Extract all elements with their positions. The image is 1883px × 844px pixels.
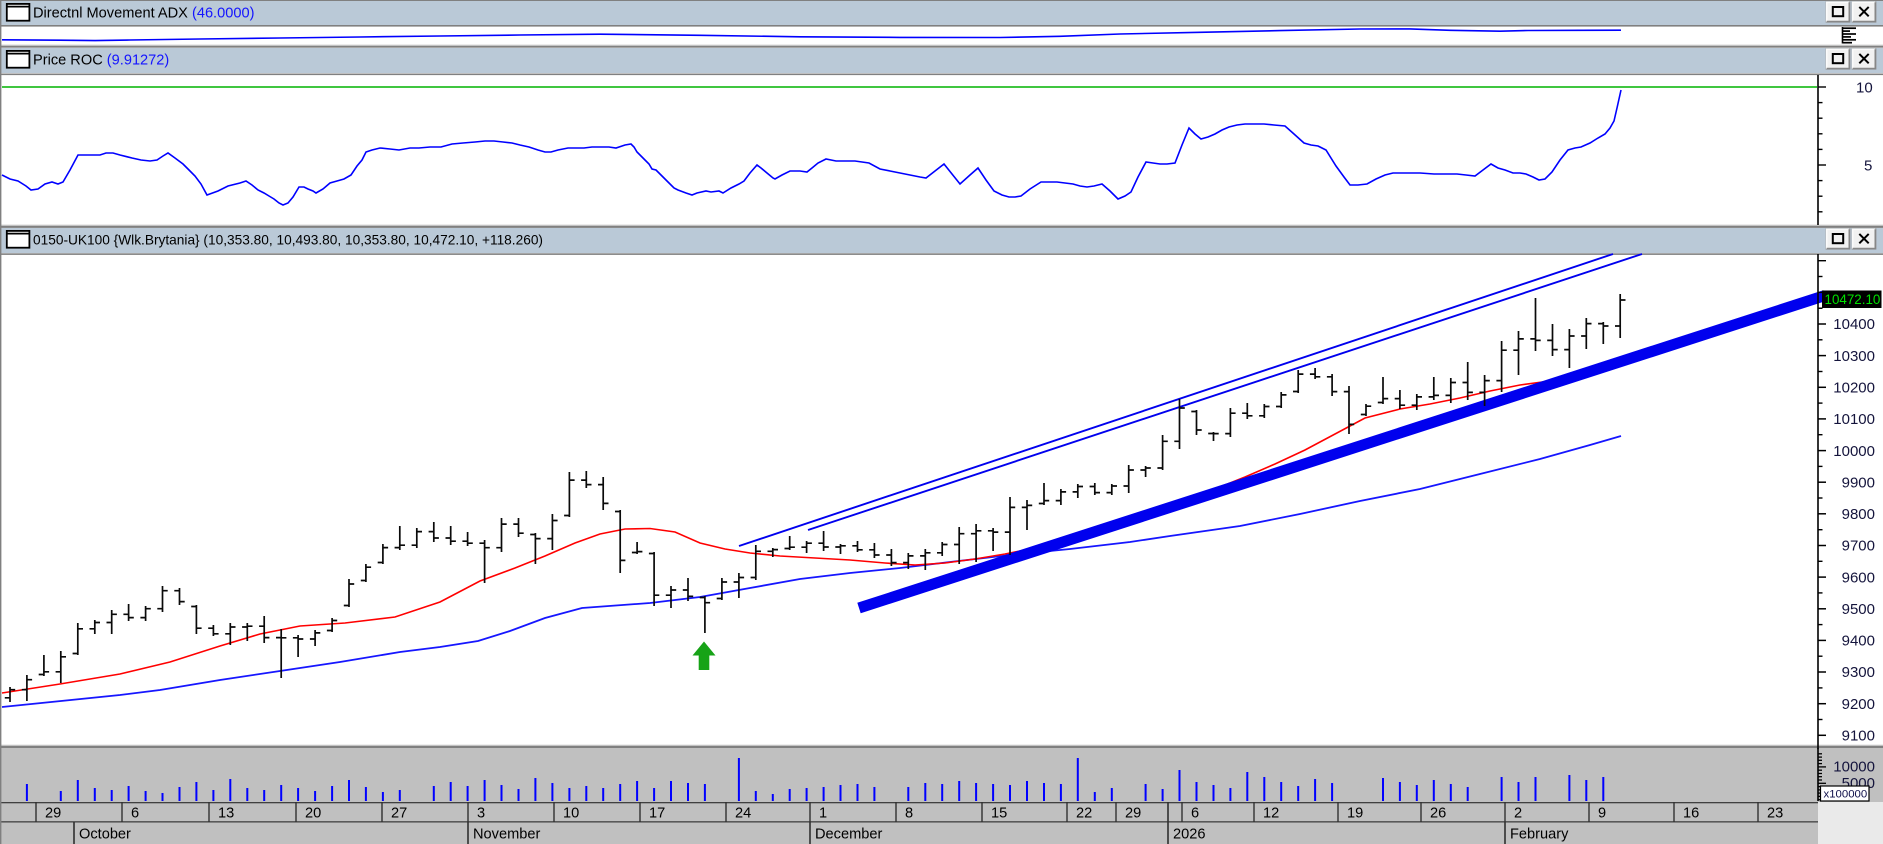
svg-text:8: 8 <box>905 806 913 822</box>
svg-text:0150-UK100 {Wlk.Brytania} (10,: 0150-UK100 {Wlk.Brytania} (10,353.80, 10… <box>33 233 543 248</box>
svg-text:9200: 9200 <box>1842 696 1875 713</box>
svg-text:9700: 9700 <box>1842 538 1875 555</box>
svg-text:10400: 10400 <box>1833 316 1875 333</box>
svg-text:22: 22 <box>1076 806 1092 822</box>
svg-text:5: 5 <box>1864 158 1872 175</box>
svg-text:February: February <box>1510 827 1569 843</box>
svg-text:29: 29 <box>1125 806 1141 822</box>
svg-text:9400: 9400 <box>1842 633 1875 650</box>
svg-text:October: October <box>79 827 131 843</box>
svg-text:24: 24 <box>735 806 751 822</box>
svg-text:November: November <box>473 827 540 843</box>
svg-text:9100: 9100 <box>1842 728 1875 745</box>
svg-text:10: 10 <box>563 806 579 822</box>
svg-text:1: 1 <box>819 806 827 822</box>
svg-text:9600: 9600 <box>1842 569 1875 586</box>
svg-text:9: 9 <box>1598 806 1606 822</box>
svg-text:9300: 9300 <box>1842 664 1875 681</box>
svg-text:23: 23 <box>1767 806 1783 822</box>
svg-text:10300: 10300 <box>1833 348 1875 365</box>
svg-text:13: 13 <box>218 806 234 822</box>
svg-text:26: 26 <box>1430 806 1446 822</box>
svg-text:16: 16 <box>1683 806 1699 822</box>
svg-text:Price ROC (9.91272): Price ROC (9.91272) <box>33 53 169 69</box>
svg-text:29: 29 <box>45 806 61 822</box>
svg-text:2026: 2026 <box>1173 827 1205 843</box>
svg-text:17: 17 <box>649 806 665 822</box>
svg-text:10000: 10000 <box>1833 443 1875 460</box>
svg-text:December: December <box>815 827 882 843</box>
svg-text:x100000: x100000 <box>1824 789 1868 801</box>
svg-text:10472.10: 10472.10 <box>1825 292 1881 307</box>
svg-text:19: 19 <box>1347 806 1363 822</box>
svg-text:27: 27 <box>391 806 407 822</box>
svg-text:10100: 10100 <box>1833 411 1875 428</box>
svg-text:12: 12 <box>1263 806 1279 822</box>
svg-text:2: 2 <box>1514 806 1522 822</box>
svg-text:Directnl Movement ADX (46.0000: Directnl Movement ADX (46.0000) <box>33 6 254 22</box>
svg-text:20: 20 <box>305 806 321 822</box>
svg-text:10000: 10000 <box>1833 759 1875 776</box>
svg-text:6: 6 <box>1191 806 1199 822</box>
svg-text:9800: 9800 <box>1842 506 1875 523</box>
svg-text:15: 15 <box>991 806 1007 822</box>
svg-text:9500: 9500 <box>1842 601 1875 618</box>
svg-text:9900: 9900 <box>1842 474 1875 491</box>
svg-text:10: 10 <box>1856 80 1873 97</box>
svg-text:3: 3 <box>477 806 485 822</box>
svg-text:6: 6 <box>131 806 139 822</box>
svg-text:10200: 10200 <box>1833 380 1875 397</box>
